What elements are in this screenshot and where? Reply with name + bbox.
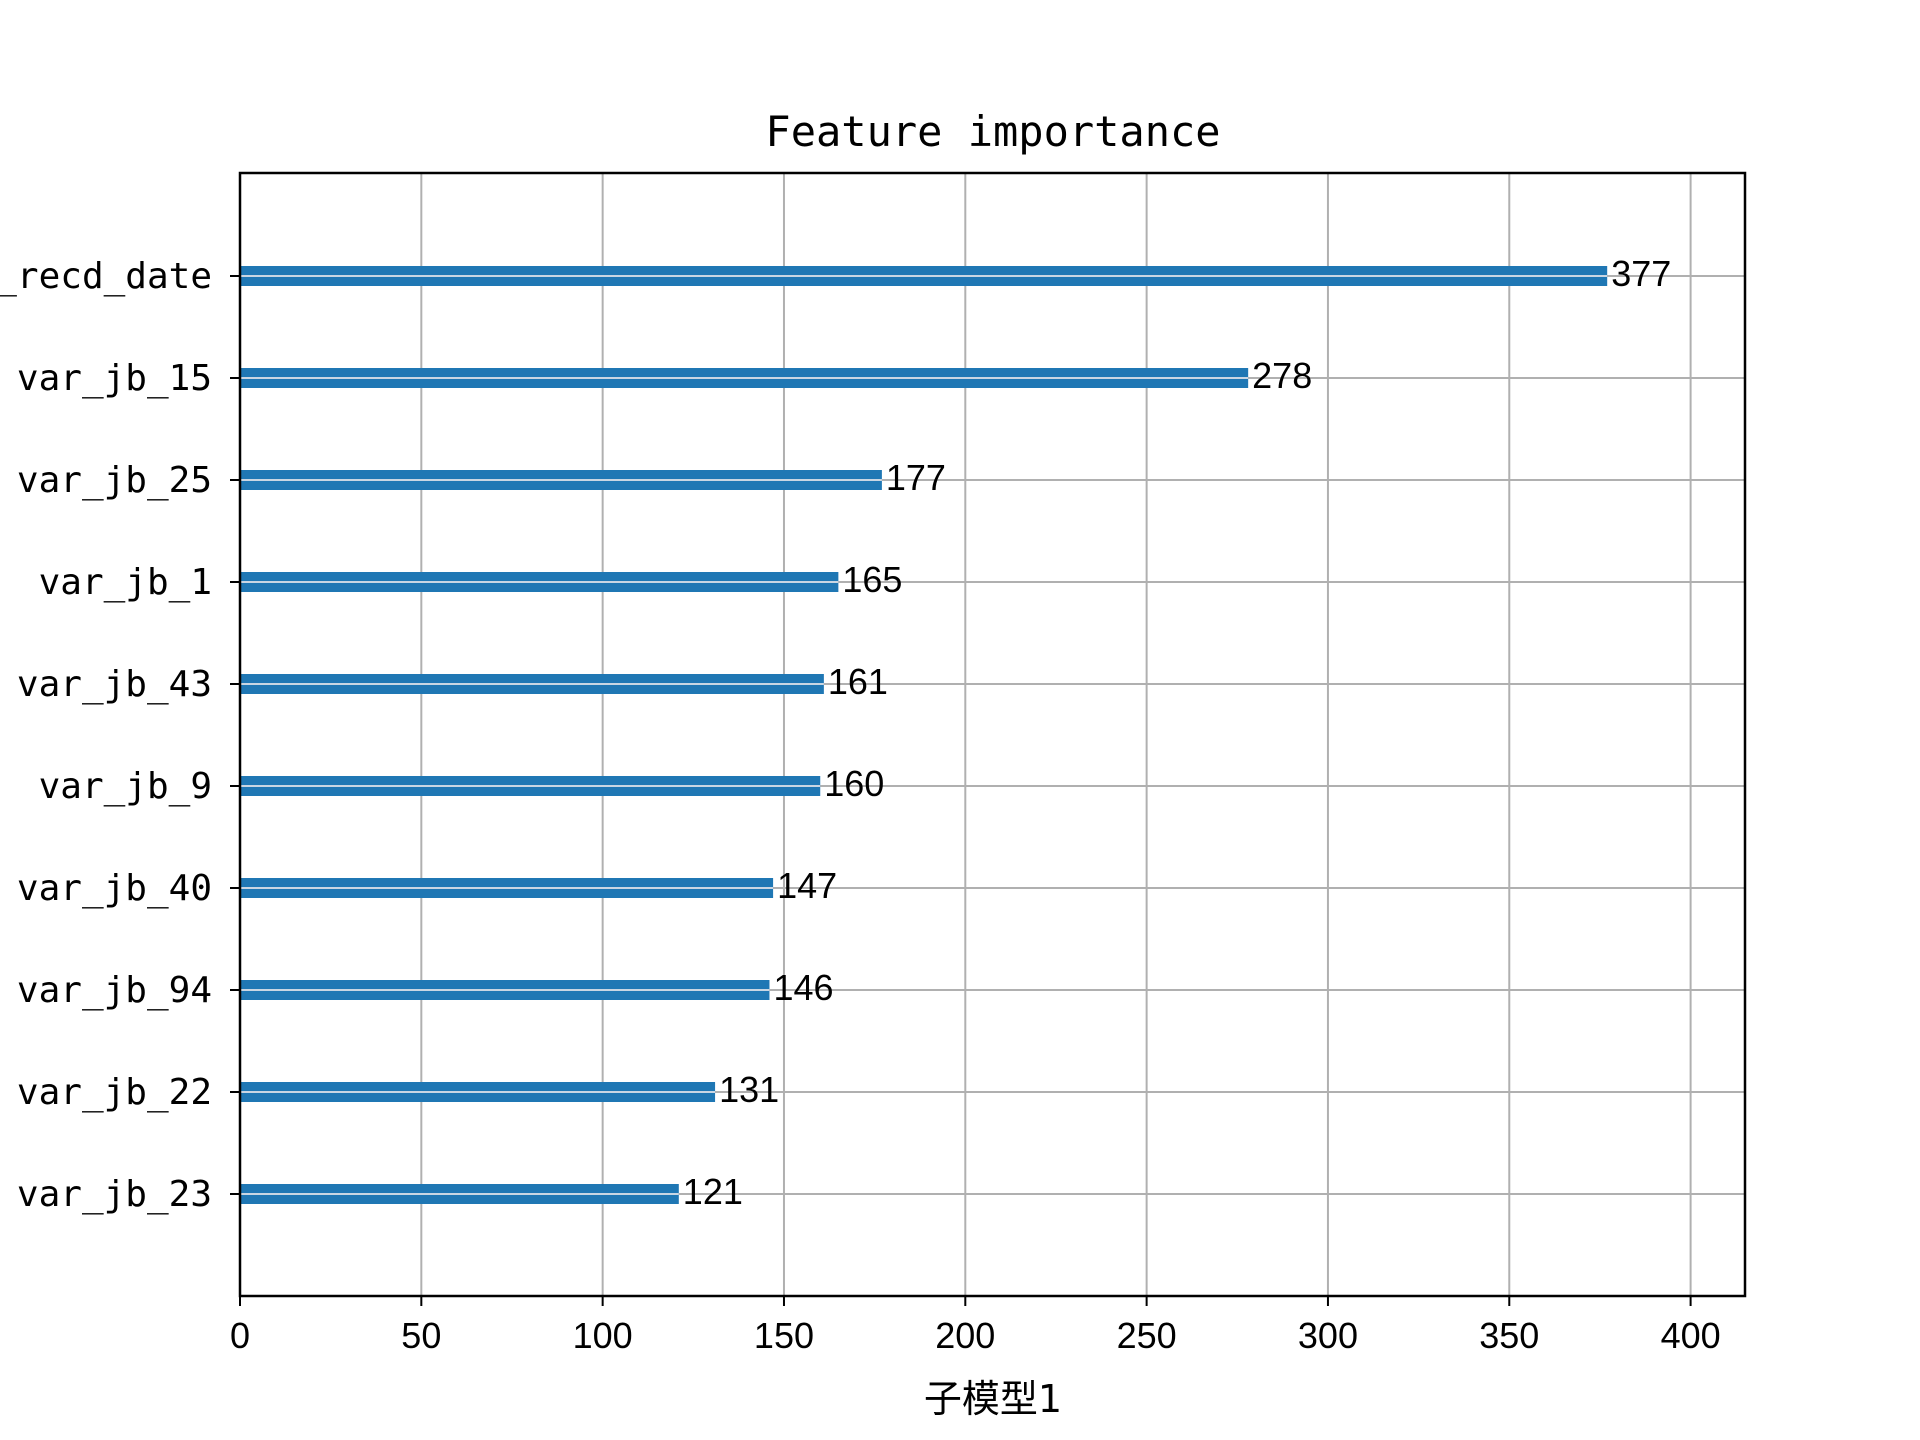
data-label: 146: [773, 967, 833, 1008]
x-tick-label: 50: [401, 1315, 441, 1356]
y-tick-label: var_jb_9: [39, 766, 212, 807]
data-label: 131: [719, 1069, 779, 1110]
data-label: 160: [824, 763, 884, 804]
data-label: 165: [842, 559, 902, 600]
x-tick-label: 300: [1298, 1315, 1358, 1356]
data-label: 161: [828, 661, 888, 702]
grid-lines: [239, 173, 1745, 1296]
x-tick-label: 100: [573, 1315, 633, 1356]
x-tick-label: 0: [230, 1315, 250, 1356]
y-tick-label: var_jb_25: [17, 460, 212, 501]
x-tick-label: 350: [1479, 1315, 1539, 1356]
x-tick-label: 250: [1117, 1315, 1177, 1356]
chart-title: Feature importance: [765, 107, 1220, 156]
y-tick-label: var_jb_40: [17, 868, 212, 909]
y-tick-label: var_jb_1: [39, 562, 212, 603]
data-label: 147: [777, 865, 837, 906]
x-tick-label: 400: [1661, 1315, 1721, 1356]
x-axis-label: 子模型1: [924, 1377, 1062, 1421]
y-tick-label: var_jb_15: [17, 358, 212, 399]
data-label: 121: [683, 1171, 743, 1212]
y-tick-label: _recd_date: [0, 256, 212, 297]
x-tick-label: 200: [935, 1315, 995, 1356]
data-label: 177: [886, 457, 946, 498]
x-tick-label: 150: [754, 1315, 814, 1356]
y-tick-label: var_jb_23: [17, 1174, 212, 1215]
y-tick-label: var_jb_43: [17, 664, 212, 705]
labels: 0 50 100 150 200 250 300 350 400 _recd_date 377 var…: [0, 253, 1721, 1356]
data-label: 278: [1252, 355, 1312, 396]
data-label: 377: [1611, 253, 1671, 294]
tick-marks: [230, 275, 1692, 1306]
axes-frame: [238, 171, 1747, 1298]
bars: [240, 266, 1608, 1204]
y-tick-label: var_jb_22: [17, 1072, 212, 1113]
y-tick-label: var_jb_94: [17, 970, 212, 1011]
